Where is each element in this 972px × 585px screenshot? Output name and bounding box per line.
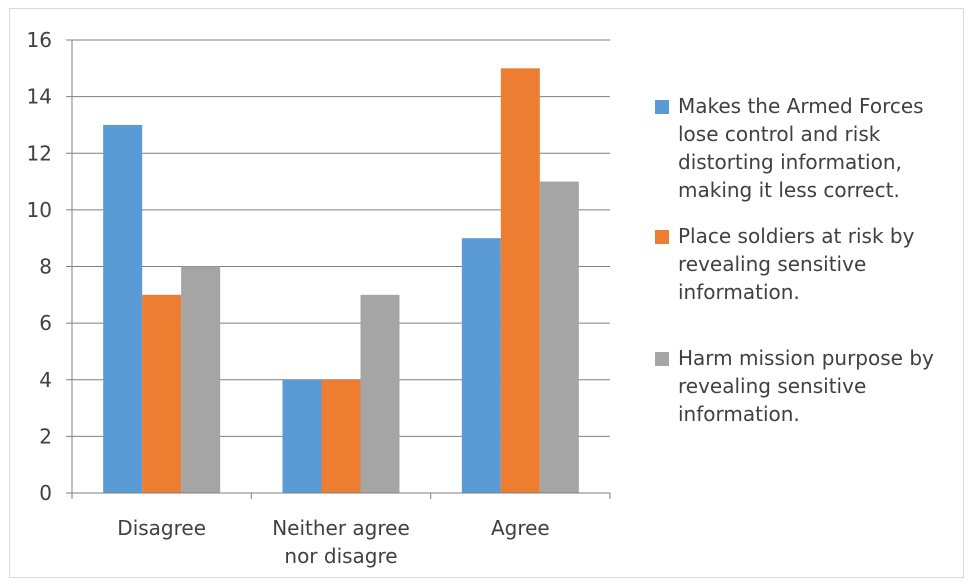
- y-tick-label-8: 8: [39, 255, 52, 279]
- y-tick-label-4: 4: [39, 368, 52, 392]
- legend-item-series-1: Makes the Armed Forces lose control and …: [655, 92, 965, 204]
- bar-series-3-category-3: [539, 181, 579, 493]
- y-tick-label-14: 14: [27, 85, 52, 109]
- legend-swatch-series-2: [655, 230, 669, 244]
- bar-series-2-category-3: [500, 68, 540, 493]
- y-tick-label-2: 2: [39, 424, 52, 448]
- x-category-label-2-line-1: Neither agree: [272, 516, 410, 540]
- bar-series-3-category-1: [181, 266, 221, 493]
- x-category-label-3: Agree: [491, 516, 550, 540]
- x-category-label-1: Disagree: [117, 516, 206, 540]
- y-tick-label-12: 12: [27, 141, 52, 165]
- y-tick-label-6: 6: [39, 311, 52, 335]
- y-tick-label-10: 10: [27, 198, 52, 222]
- legend-swatch-series-3: [655, 352, 669, 366]
- bar-series-1-category-2: [282, 379, 322, 493]
- bar-series-3-category-2: [360, 294, 400, 493]
- legend: Makes the Armed Forces lose control and …: [655, 92, 965, 446]
- y-tick-label-16: 16: [27, 28, 52, 52]
- bar-series-2-category-1: [142, 294, 182, 493]
- legend-label-series-2: Place soldiers at risk by revealing sens…: [678, 224, 915, 304]
- bar-series-1-category-3: [461, 238, 501, 493]
- x-category-label-2-line-2: nor disagre: [284, 544, 397, 568]
- legend-item-series-3: Harm mission purpose by revealing sensit…: [655, 344, 965, 428]
- legend-swatch-series-1: [655, 100, 669, 114]
- bar-series-1-category-1: [103, 124, 143, 493]
- bar-series-2-category-2: [321, 379, 361, 493]
- y-tick-label-0: 0: [39, 481, 52, 505]
- legend-item-series-2: Place soldiers at risk by revealing sens…: [655, 222, 965, 306]
- legend-label-series-3: Harm mission purpose by revealing sensit…: [678, 346, 934, 426]
- legend-label-series-1: Makes the Armed Forces lose control and …: [678, 94, 924, 202]
